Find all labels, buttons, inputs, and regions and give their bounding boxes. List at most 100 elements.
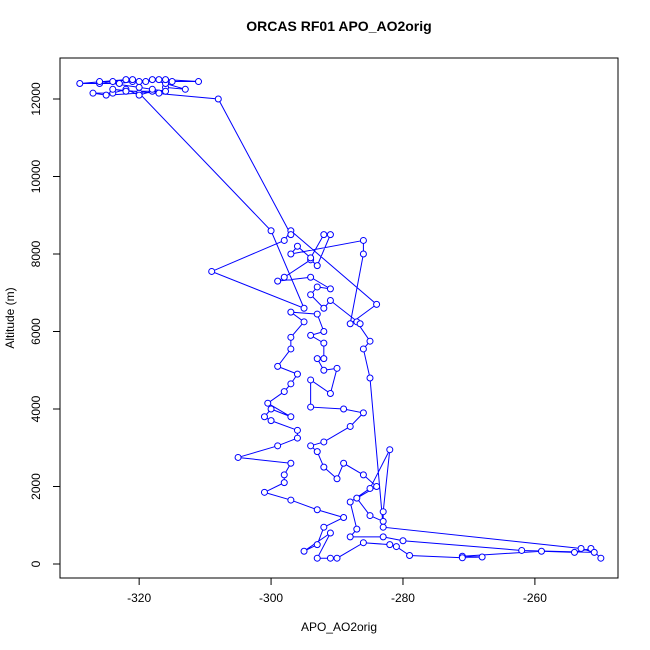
data-point [326, 529, 334, 537]
data-point [280, 236, 288, 244]
data-point [379, 523, 387, 531]
data-point [293, 426, 301, 434]
data-point [287, 250, 295, 258]
data-point [300, 304, 308, 312]
data-point [353, 494, 361, 502]
x-axis-label: APO_AO2orig [301, 620, 377, 634]
data-point [359, 345, 367, 353]
data-point [267, 405, 275, 413]
data-point [135, 78, 143, 86]
data-point [287, 459, 295, 467]
data-point [300, 547, 308, 555]
data-point [115, 79, 123, 87]
y-tick-label: 10000 [29, 159, 43, 193]
data-point [366, 374, 374, 382]
data-point [320, 463, 328, 471]
data-point [577, 545, 585, 553]
data-point [373, 300, 381, 308]
x-tick-label: -300 [259, 591, 283, 605]
x-tick-label: -280 [391, 591, 415, 605]
data-point [570, 548, 578, 556]
y-tick-label: 0 [29, 560, 43, 567]
y-tick-label: 8000 [29, 240, 43, 267]
data-point [399, 537, 407, 545]
data-point [356, 320, 364, 328]
data-point [287, 413, 295, 421]
data-point [313, 310, 321, 318]
data-point [287, 308, 295, 316]
data-point [135, 83, 143, 91]
data-point [379, 533, 387, 541]
data-point [346, 422, 354, 430]
data-point [267, 417, 275, 425]
data-point [392, 543, 400, 551]
data-point [307, 273, 315, 281]
data-point [320, 355, 328, 363]
data-point [260, 413, 268, 421]
data-point [280, 479, 288, 487]
data-point [518, 546, 526, 554]
data-point [359, 409, 367, 417]
data-point [148, 76, 156, 84]
data-point [96, 78, 104, 86]
data-point [280, 471, 288, 479]
data-point [353, 525, 361, 533]
data-point [313, 541, 321, 549]
data-point [359, 236, 367, 244]
data-point [155, 76, 163, 84]
data-point [320, 366, 328, 374]
data-point [307, 254, 315, 262]
data-point [307, 376, 315, 384]
y-tick-label: 4000 [29, 395, 43, 422]
data-point [590, 548, 598, 556]
data-point [287, 231, 295, 239]
data-point [359, 250, 367, 258]
data-point [274, 442, 282, 450]
data-point [386, 541, 394, 549]
data-point [373, 483, 381, 491]
data-point [287, 333, 295, 341]
data-point [366, 512, 374, 520]
data-point [320, 328, 328, 336]
data-point [287, 345, 295, 353]
data-point [326, 231, 334, 239]
data-point [379, 517, 387, 525]
data-point [280, 388, 288, 396]
data-point [122, 76, 130, 84]
data-point [274, 362, 282, 370]
data-point [155, 89, 163, 97]
data-line [79, 79, 602, 559]
data-point [214, 95, 222, 103]
data-point [333, 554, 341, 562]
data-point [307, 403, 315, 411]
data-point [340, 405, 348, 413]
data-point [326, 297, 334, 305]
data-point [537, 547, 545, 555]
data-point [313, 506, 321, 514]
data-point [307, 442, 315, 450]
y-tick-label: 2000 [29, 473, 43, 500]
data-point [260, 488, 268, 496]
data-point [267, 227, 275, 235]
data-point [326, 390, 334, 398]
data-point [162, 87, 170, 95]
data-point [359, 539, 367, 547]
chart-title: ORCAS RF01 APO_AO2orig [246, 18, 431, 34]
data-point [366, 337, 374, 345]
data-point [129, 76, 137, 84]
x-tick-label: -260 [523, 591, 547, 605]
data-point [333, 475, 341, 483]
data-point [320, 339, 328, 347]
data-point [76, 79, 84, 87]
data-point [340, 514, 348, 522]
data-point [293, 242, 301, 250]
data-point [597, 554, 605, 562]
data-point [307, 331, 315, 339]
data-point [148, 85, 156, 93]
y-axis-label: Altitude (m) [3, 287, 17, 348]
data-point [333, 364, 341, 372]
data-point [313, 448, 321, 456]
data-point [366, 484, 374, 492]
data-point [346, 498, 354, 506]
data-point [135, 91, 143, 99]
